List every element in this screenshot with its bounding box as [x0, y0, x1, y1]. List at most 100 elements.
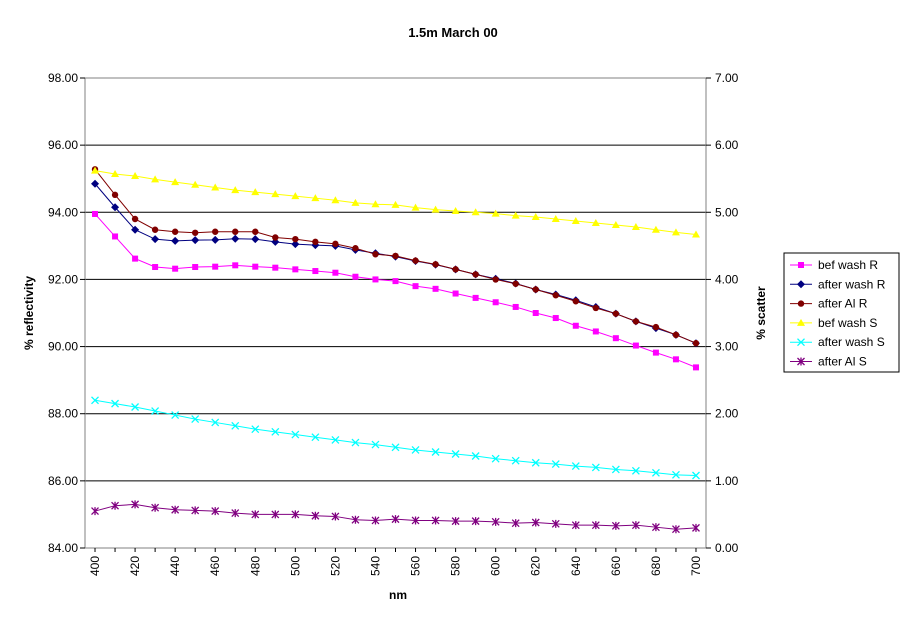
data-point — [692, 471, 700, 480]
data-point — [571, 217, 580, 225]
data-point — [171, 505, 180, 514]
data-point — [212, 263, 219, 270]
data-point — [111, 170, 120, 178]
data-point — [412, 257, 419, 264]
data-point — [652, 349, 659, 356]
data-point — [91, 396, 99, 405]
y-tick-label: 86.00 — [48, 474, 78, 488]
legend-label: after Al S — [818, 355, 867, 369]
y-axis-left: 84.00 86.00 88.00 90.00 92.00 94.00 96.00 98.00 — [48, 71, 85, 555]
y-axis-right: 0.00 1.00 2.00 3.00 4.00 5.00 6.00 7.00 — [706, 71, 739, 555]
data-point — [672, 356, 679, 363]
data-point — [191, 236, 200, 245]
data-point — [252, 228, 259, 235]
data-point — [671, 470, 680, 479]
data-point — [551, 460, 560, 469]
data-point — [231, 509, 240, 518]
data-point — [411, 203, 420, 211]
data-point — [171, 236, 180, 245]
data-point — [271, 427, 280, 436]
data-point — [632, 318, 640, 325]
data-point — [571, 462, 580, 471]
data-point — [192, 264, 199, 271]
data-point — [351, 438, 360, 447]
data-point — [611, 521, 620, 530]
data-point — [572, 298, 579, 305]
legend-box — [783, 252, 900, 373]
data-point — [352, 245, 359, 252]
data-point — [531, 458, 540, 467]
data-point — [552, 315, 559, 322]
data-point — [431, 516, 440, 525]
data-point — [371, 200, 380, 208]
data-point — [291, 430, 300, 439]
legend: bef wash R after wash R after Al R bef wash… — [783, 252, 900, 373]
data-point — [531, 212, 540, 220]
data-point — [471, 208, 480, 216]
data-point — [311, 433, 320, 442]
x-tick-label: 520 — [328, 556, 342, 576]
data-point — [331, 196, 340, 204]
data-point — [172, 265, 179, 272]
legend-label: bef wash S — [818, 316, 877, 330]
data-point — [132, 255, 139, 262]
data-point — [391, 200, 400, 208]
data-point — [351, 515, 360, 524]
data-point — [151, 235, 160, 244]
data-point — [492, 276, 499, 283]
y2-tick-label: 3.00 — [715, 340, 739, 354]
data-point — [451, 206, 460, 214]
data-point — [592, 304, 600, 312]
data-point — [592, 328, 599, 335]
legend-item: bef wash S — [790, 316, 877, 330]
data-point — [151, 407, 160, 415]
data-point — [151, 503, 160, 512]
legend-item: after wash R — [790, 277, 886, 291]
data-point — [552, 292, 559, 299]
x-axis-label: nm — [389, 588, 407, 602]
data-point — [111, 191, 119, 199]
data-point — [631, 223, 640, 231]
legend-item: after Al R — [790, 297, 868, 311]
data-point — [231, 234, 240, 243]
data-point — [152, 264, 159, 271]
series-bef-wash-r — [92, 210, 699, 371]
data-point — [272, 264, 279, 271]
data-point — [251, 188, 260, 196]
legend-label: after wash R — [818, 277, 886, 291]
data-point — [411, 446, 420, 454]
data-point — [452, 266, 459, 273]
y-tick-label: 98.00 — [48, 71, 78, 85]
y2-axis-label: % scatter — [754, 286, 768, 340]
data-point — [331, 435, 340, 444]
data-point — [372, 251, 379, 258]
data-point — [211, 418, 220, 427]
data-point — [291, 240, 300, 249]
x-tick-label: 680 — [649, 556, 663, 576]
data-point — [372, 276, 379, 283]
data-point — [472, 271, 479, 278]
data-point — [551, 215, 560, 222]
y-tick-label: 84.00 — [48, 541, 78, 555]
y2-tick-label: 0.00 — [715, 541, 739, 555]
data-point — [311, 194, 320, 202]
data-point — [591, 463, 600, 472]
data-point — [332, 240, 339, 248]
y2-tick-label: 2.00 — [715, 407, 739, 421]
data-point — [292, 235, 299, 243]
data-point — [112, 233, 119, 240]
series-after-al-s — [91, 500, 700, 534]
data-point — [232, 262, 239, 269]
legend-item: after wash S — [790, 335, 885, 349]
data-point — [532, 286, 539, 293]
data-point — [171, 228, 179, 235]
data-point — [491, 517, 500, 526]
data-point — [251, 425, 260, 434]
data-point — [671, 525, 680, 534]
data-point — [211, 507, 220, 516]
data-point — [491, 454, 500, 463]
data-point — [352, 273, 359, 280]
data-point — [111, 203, 120, 212]
series-line — [94, 399, 697, 476]
x-tick-label: 700 — [689, 556, 703, 576]
